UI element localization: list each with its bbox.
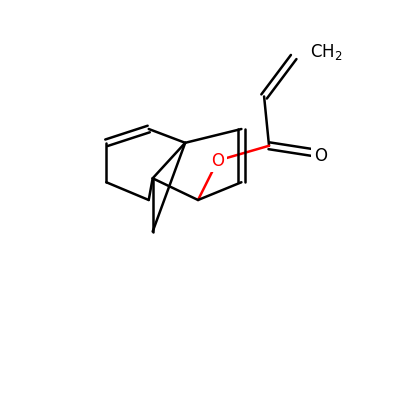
Text: O: O [211, 152, 224, 170]
Text: CH$_2$: CH$_2$ [310, 42, 343, 62]
Text: O: O [314, 147, 327, 165]
